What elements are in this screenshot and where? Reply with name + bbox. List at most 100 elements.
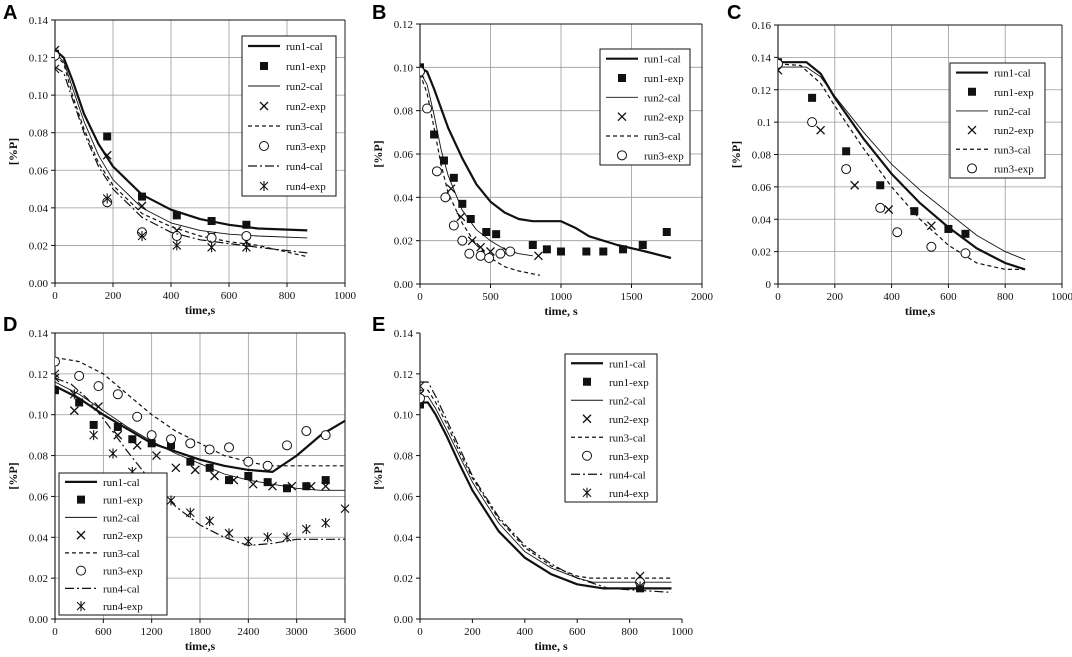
- y-axis-title: [%P]: [371, 140, 385, 167]
- legend-label-run2-exp: run2-exp: [103, 530, 143, 542]
- y-tick-label: 0.06: [29, 165, 49, 177]
- y-tick-label: 0.14: [29, 15, 49, 27]
- y-tick-label: 0.08: [29, 128, 49, 140]
- legend-label-run2-exp: run2-exp: [644, 112, 684, 124]
- legend-swatch-run2-exp: [582, 414, 592, 424]
- point-run4-exp: [166, 495, 176, 506]
- y-tick-label: 0.00: [394, 279, 414, 291]
- x-tick-label: 600: [940, 291, 957, 303]
- panel-C: C 0 200 400 600 800 1000 0 0.02 0.04 0.06 0.08 0.1 0.…: [727, 2, 1072, 318]
- legend-label-run3-cal: run3-cal: [286, 121, 323, 133]
- legend-swatch-run4-exp: [582, 487, 592, 498]
- y-tick-label: 0.1: [757, 117, 771, 129]
- point-run4-exp: [243, 536, 253, 547]
- legend-label-run4-exp: run4-exp: [103, 601, 143, 613]
- point-run3-exp: [875, 202, 886, 213]
- point-run3-exp: [224, 442, 234, 453]
- point-run1-exp: [944, 224, 953, 233]
- y-tick-label: 0.12: [394, 369, 413, 381]
- x-tick-label: 1800: [189, 626, 212, 638]
- point-run2-exp: [55, 373, 60, 383]
- point-run3-exp: [440, 192, 451, 203]
- x-tick-label: 400: [163, 290, 180, 302]
- legend-C: run1-cal run1-exp run2-cal run2-exp run3-cal…: [949, 62, 1046, 179]
- legend-label-run3-cal: run3-cal: [994, 144, 1031, 156]
- y-tick-label: 0.12: [394, 19, 413, 31]
- legend-label-run2-cal: run2-cal: [103, 512, 140, 524]
- series-line-run2-cal: [55, 53, 308, 239]
- point-run3-exp: [55, 356, 60, 367]
- point-run1-exp: [528, 241, 537, 249]
- point-run2-exp: [171, 463, 181, 473]
- x-tick-label: 2000: [691, 291, 714, 303]
- point-run2-exp: [321, 481, 331, 491]
- point-run3-exp: [243, 456, 254, 467]
- y-axis-title: [%P]: [6, 462, 20, 489]
- point-run2-exp: [210, 471, 219, 481]
- point-run1-exp: [172, 211, 181, 220]
- point-run1-exp: [542, 245, 551, 254]
- point-run2-exp: [132, 440, 142, 450]
- legend-label-run3-exp: run3-exp: [286, 141, 326, 153]
- point-run2-exp: [229, 475, 239, 485]
- point-run1-exp: [582, 247, 591, 256]
- point-run1-exp: [876, 181, 885, 190]
- point-run1-exp: [961, 229, 970, 238]
- legend-A: run1-cal run1-exp run2-cal run2-exp run3-cal…: [241, 35, 337, 197]
- x-axis-title: time, s: [534, 639, 568, 653]
- point-run2-exp: [190, 465, 200, 475]
- x-axis-title: time,s: [185, 303, 216, 317]
- legend-label-run2-exp: run2-exp: [286, 101, 326, 113]
- point-run1-exp: [186, 457, 195, 466]
- point-run2-exp: [306, 481, 316, 491]
- point-run4-exp: [205, 515, 215, 526]
- point-run1-exp: [225, 476, 233, 485]
- series-line-run3-cal: [778, 63, 1026, 270]
- series-line-run3-cal: [420, 73, 541, 276]
- panel-A: A 0 200 400 600 800 1000 0.00 0.02 0.04 0.06 0.08 0.…: [3, 2, 357, 317]
- series-group: [55, 45, 308, 258]
- point-run1-exp: [321, 476, 330, 485]
- point-run3-exp: [475, 250, 486, 261]
- point-run3-exp: [420, 393, 425, 404]
- point-run3-exp: [448, 220, 459, 231]
- panel-label-D: D: [3, 314, 17, 336]
- legend-label-run1-cal: run1-cal: [103, 477, 140, 489]
- point-run1-exp: [842, 147, 851, 156]
- point-run2-exp: [884, 205, 894, 214]
- point-run1-exp: [466, 215, 475, 223]
- legend-D: run1-cal run1-exp run2-cal run2-exp run3-cal…: [58, 472, 168, 616]
- legend-swatch-run1-exp: [260, 62, 268, 70]
- point-run1-exp: [167, 441, 175, 450]
- point-run1-exp: [430, 130, 439, 139]
- panel-label-E: E: [372, 314, 385, 336]
- legend-swatch-run3-exp: [259, 141, 269, 151]
- x-tick-label: 400: [883, 291, 900, 303]
- legend-box: [241, 35, 337, 197]
- panel-B: B 0 500 1000 1500 2000 0.00 0.02 0.04 0.06 0.08 0.1…: [371, 2, 714, 318]
- y-tick-label: 0.10: [29, 90, 49, 102]
- point-run1-exp: [599, 247, 608, 256]
- legend-swatch-run4-exp: [76, 601, 86, 612]
- series-line-run1-cal: [778, 61, 1026, 271]
- legend-label-run4-cal: run4-cal: [103, 583, 140, 595]
- x-tick-label: 1000: [334, 290, 357, 302]
- point-run4-exp: [242, 242, 251, 253]
- legend-label-run4-exp: run4-exp: [609, 488, 649, 500]
- y-tick-label: 0.00: [394, 614, 414, 626]
- point-run4-exp: [340, 503, 350, 514]
- legend-label-run3-cal: run3-cal: [103, 548, 140, 560]
- legend-swatch-run2-exp: [76, 530, 86, 540]
- y-tick-label: 0.04: [394, 532, 414, 544]
- point-run4-exp: [282, 532, 292, 543]
- x-axis-title: time,s: [185, 639, 216, 653]
- y-tick-label: 0.10: [394, 410, 414, 422]
- x-tick-label: 800: [279, 290, 296, 302]
- legend-label-run3-cal: run3-cal: [644, 131, 681, 143]
- y-axis-title: [%P]: [729, 141, 743, 168]
- legend-swatch-run4-exp: [259, 181, 269, 191]
- x-tick-label: 600: [569, 626, 586, 638]
- point-run1-exp: [113, 422, 122, 431]
- y-tick-label: 0.04: [394, 192, 414, 204]
